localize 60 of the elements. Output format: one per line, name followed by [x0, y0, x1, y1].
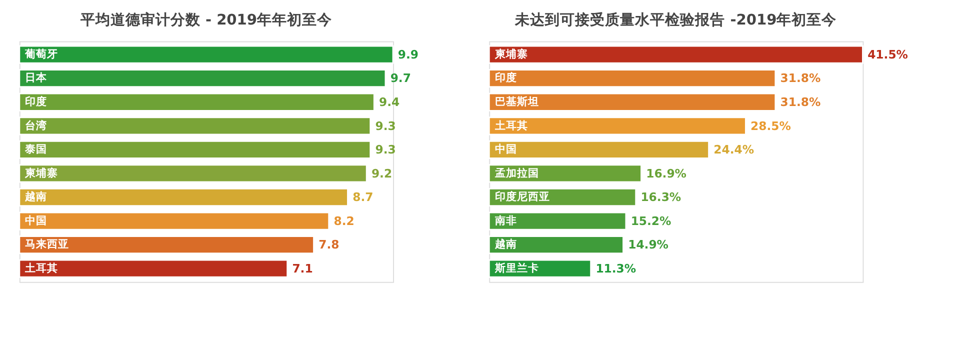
bar [488, 45, 864, 64]
y-tick-label: 南非 [494, 214, 517, 227]
y-tick-label: 葡萄牙 [24, 47, 58, 60]
y-tick-label: 孟加拉国 [494, 166, 539, 180]
data-label: 8.2 [334, 214, 354, 228]
data-label: 16.3% [640, 190, 682, 204]
bar [18, 212, 330, 230]
data-label: 14.9% [628, 238, 669, 252]
data-label: 41.5% [868, 47, 908, 62]
data-label: 7.8 [318, 238, 340, 252]
data-label: 11.3% [596, 261, 636, 276]
y-tick-label: 柬埔寨 [494, 47, 528, 60]
data-label: 9.7 [390, 71, 411, 86]
chart-title: 平均道德审计分数 - 2019年年初至今 [79, 10, 334, 29]
y-tick-label: 马来西亚 [25, 238, 70, 251]
bar [488, 140, 710, 159]
data-label: 24.4% [714, 142, 754, 157]
data-label: 16.9% [646, 166, 687, 180]
y-tick-label: 土耳其 [24, 262, 58, 275]
bar [488, 212, 627, 230]
bar [18, 69, 386, 88]
y-tick-label: 泰国 [24, 142, 48, 156]
bar [18, 116, 372, 136]
y-tick-label: 印度 [494, 71, 517, 84]
data-label: 9.2 [371, 166, 392, 180]
bar [18, 45, 394, 64]
bar [18, 188, 348, 207]
data-label: 31.8% [780, 95, 821, 109]
data-label: 9.4 [379, 95, 400, 109]
data-label: 28.5% [750, 118, 792, 133]
y-tick-label: 日本 [25, 71, 48, 84]
bar [488, 164, 642, 183]
y-tick-label: 土耳其 [494, 118, 528, 132]
data-label: 31.8% [780, 71, 821, 86]
y-tick-label: 柬埔寨 [24, 166, 58, 180]
data-label: 7.1 [292, 261, 313, 276]
chart-title: 未达到可接受质量水平检验报告 -2019年初至今 [514, 10, 838, 29]
data-label: 8.7 [352, 190, 374, 204]
data-label: 9.3 [375, 118, 396, 133]
bar [18, 236, 315, 254]
y-tick-label: 斯里兰卡 [494, 262, 539, 275]
y-tick-label: 越南 [24, 190, 48, 204]
bar [18, 92, 375, 112]
bar [488, 236, 624, 254]
bar [488, 69, 776, 88]
data-label: 9.9 [398, 47, 418, 62]
bar [488, 116, 746, 136]
y-tick-label: 中国 [494, 142, 517, 156]
bar [18, 140, 372, 159]
y-tick-label: 巴基斯坦 [494, 95, 539, 108]
bar [488, 92, 776, 112]
bar [18, 259, 288, 278]
y-tick-label: 台湾 [25, 118, 48, 132]
y-tick-label: 印度 [25, 95, 48, 108]
data-label: 15.2% [630, 214, 672, 228]
y-tick-label: 越南 [494, 238, 517, 251]
data-label: 9.3 [375, 142, 396, 157]
bar [18, 164, 368, 183]
y-tick-label: 印度尼西亚 [494, 190, 550, 204]
y-tick-label: 中国 [25, 214, 48, 227]
